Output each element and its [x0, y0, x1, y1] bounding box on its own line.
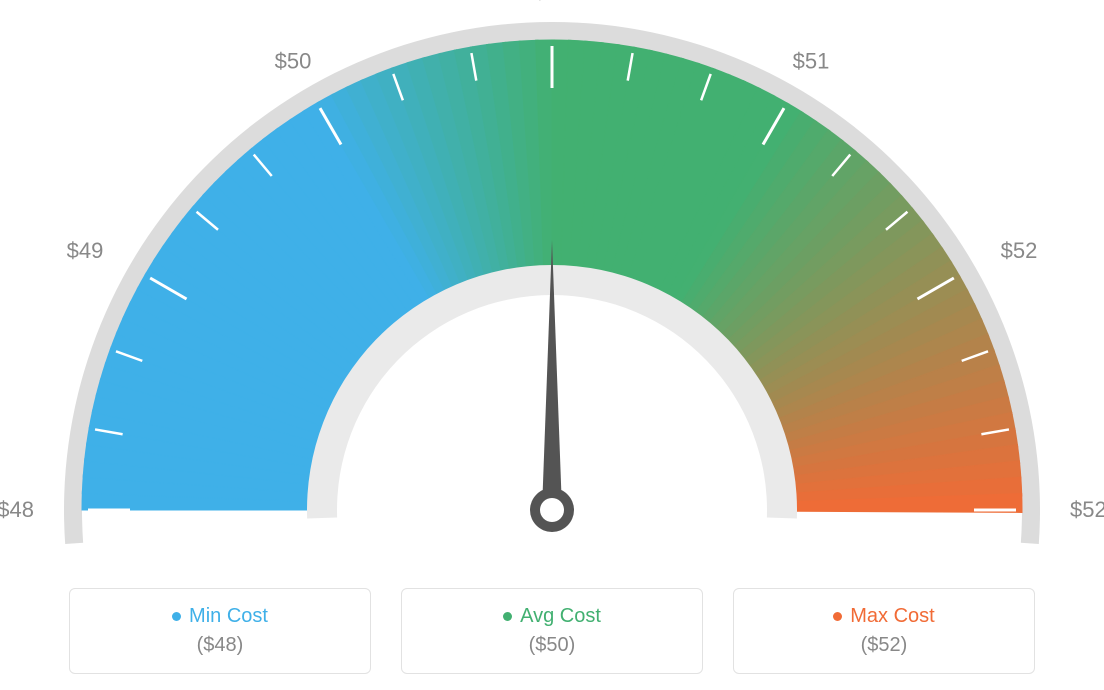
legend-title: Avg Cost	[503, 605, 601, 628]
gauge-tick-label: $49	[67, 238, 104, 263]
legend-label: Avg Cost	[520, 605, 601, 628]
legend-row: Min Cost ($48) Avg Cost ($50) Max Cost ($52)	[0, 588, 1104, 674]
legend-value: ($52)	[861, 634, 908, 657]
gauge-tick-label: $50	[534, 0, 571, 4]
legend-title: Min Cost	[172, 605, 268, 628]
legend-box: Avg Cost ($50)	[401, 588, 703, 674]
legend-title: Max Cost	[833, 605, 934, 628]
legend-dot	[503, 612, 512, 621]
legend-box: Min Cost ($48)	[69, 588, 371, 674]
legend-value: ($48)	[197, 634, 244, 657]
gauge-tick-label: $52	[1070, 497, 1104, 522]
legend-dot	[172, 612, 181, 621]
gauge-tick-label: $50	[275, 48, 312, 73]
legend-label: Min Cost	[189, 605, 268, 628]
gauge-tick-label: $48	[0, 497, 34, 522]
gauge-tick-label: $51	[793, 48, 830, 73]
legend-label: Max Cost	[850, 605, 934, 628]
gauge-svg: $48 $49 $50 $50 $51 $52 $52	[0, 0, 1104, 690]
legend-dot	[833, 612, 842, 621]
gauge-chart-container: $48 $49 $50 $50 $51 $52 $52 Min Cost ($48) Avg C…	[0, 0, 1104, 690]
gauge-needle-hub-hole	[540, 498, 564, 522]
legend-value: ($50)	[529, 634, 576, 657]
gauge-tick-label: $52	[1001, 238, 1038, 263]
legend-box: Max Cost ($52)	[733, 588, 1035, 674]
